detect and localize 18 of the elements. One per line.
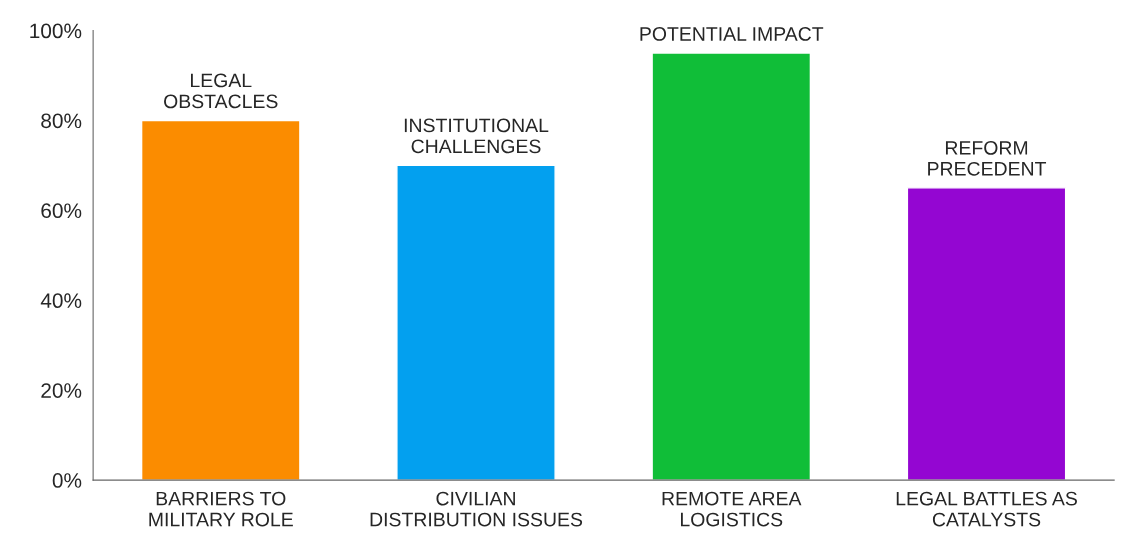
x-tick-label: CIVILIAN DISTRIBUTION ISSUES bbox=[370, 491, 583, 527]
y-tick-label: 100% bbox=[30, 23, 82, 39]
annotation: REFORM PRECEDENT bbox=[928, 140, 1047, 176]
bar bbox=[651, 52, 812, 481]
bar bbox=[140, 119, 301, 481]
bar bbox=[906, 187, 1067, 481]
annotation: POTENTIAL IMPACT bbox=[640, 27, 824, 41]
y-tick-label: 20% bbox=[41, 383, 82, 398]
x-tick-label: REMOTE AREA LOGISTICS bbox=[662, 491, 802, 527]
bar bbox=[396, 164, 556, 481]
y-tick-label: 0% bbox=[52, 473, 82, 488]
y-tick-label: 60% bbox=[41, 203, 82, 219]
y-tick-label: 80% bbox=[41, 113, 82, 129]
x-tick-label: BARRIERS TO MILITARY ROLE bbox=[149, 491, 293, 527]
annotation: INSTITUTIONAL CHALLENGES bbox=[404, 118, 549, 154]
x-tick-label: LEGAL BATTLES AS CATALYSTS bbox=[896, 491, 1077, 527]
y-tick-label: 40% bbox=[40, 293, 82, 309]
annotation: LEGAL OBSTACLES bbox=[164, 73, 278, 109]
